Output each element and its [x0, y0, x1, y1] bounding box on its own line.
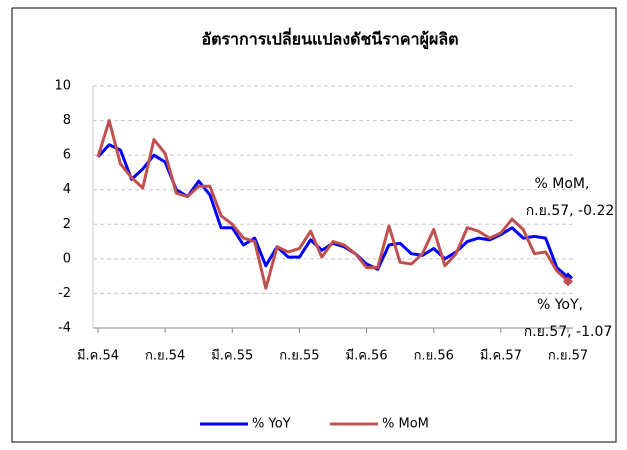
x-tick-label: มี.ค.55 [211, 348, 253, 364]
x-tick-label: มี.ค.57 [480, 348, 522, 364]
y-tick-label: 8 [63, 113, 71, 128]
annotation: ก.ย.57, -1.07 [524, 324, 613, 340]
y-tick-label: 4 [63, 182, 71, 197]
x-tick-label: ก.ย.57 [548, 349, 588, 364]
x-tick-label: มี.ค.54 [77, 348, 119, 364]
y-tick-label: -2 [58, 286, 71, 301]
annotation: % MoM, [535, 176, 590, 192]
chart-title: อัตราการเปลี่ยนแปลงดัชนีราคาผู้ผลิต [201, 28, 458, 51]
series-line [96, 119, 570, 290]
x-tick-label: มี.ค.56 [346, 348, 388, 364]
legend-label: % YoY [252, 417, 291, 432]
x-tick-label: ก.ย.55 [279, 349, 319, 364]
y-tick-label: -4 [58, 321, 71, 336]
y-tick-label: 0 [63, 251, 71, 266]
annotation: % YoY, [537, 297, 583, 313]
x-tick-label: ก.ย.56 [414, 349, 454, 364]
end-marker [563, 276, 573, 287]
legend-label: % MoM [382, 417, 429, 432]
y-tick-label: 10 [54, 79, 71, 94]
annotation: ก.ย.57, -0.22 [526, 203, 615, 219]
x-tick-label: ก.ย.54 [145, 349, 185, 364]
y-tick-label: 2 [63, 217, 71, 232]
y-tick-label: 6 [63, 148, 71, 163]
chart-frame [11, 7, 617, 443]
